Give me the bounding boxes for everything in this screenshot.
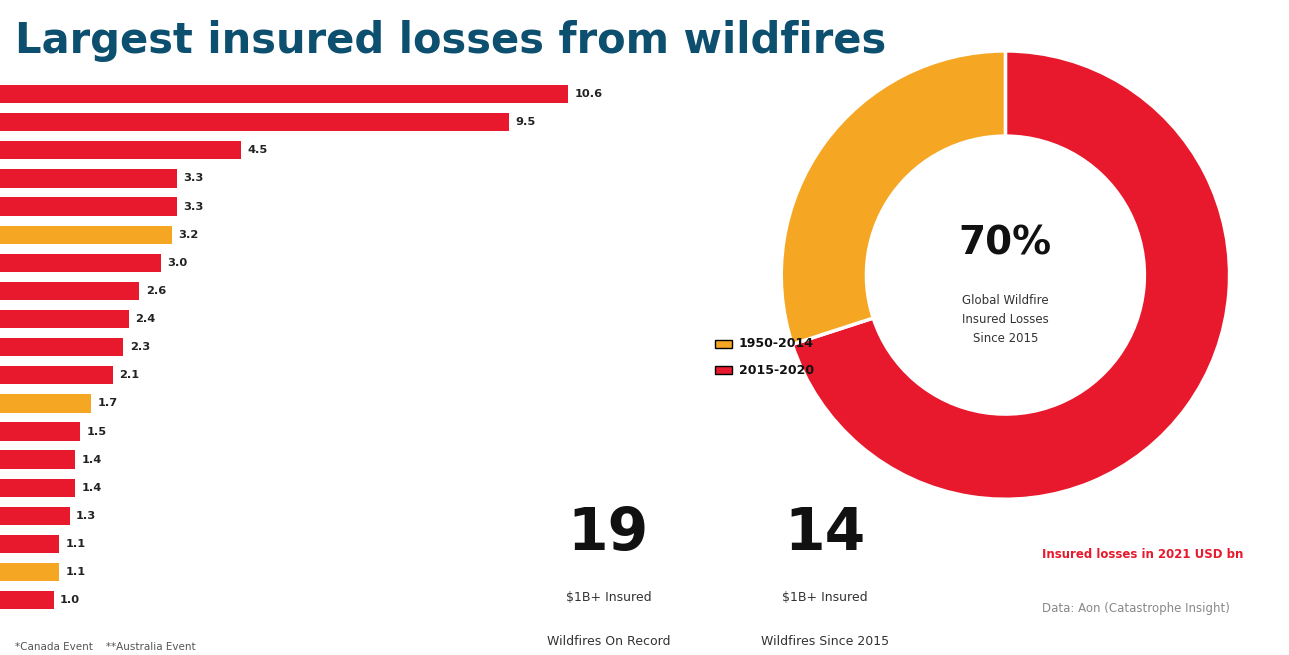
Text: 3.0: 3.0 [168, 258, 188, 268]
Bar [0, 591, 54, 609]
Text: Largest insured losses from wildfires: Largest insured losses from wildfires [15, 20, 887, 62]
Bar [0, 366, 112, 384]
Text: 14: 14 [784, 505, 866, 562]
Text: 19: 19 [567, 505, 650, 562]
Wedge shape [781, 51, 1005, 345]
Text: 2015-2020: 2015-2020 [739, 364, 813, 377]
Text: Data: Aon (Catastrophe Insight): Data: Aon (Catastrophe Insight) [1042, 601, 1230, 614]
Text: 4.5: 4.5 [247, 145, 268, 155]
Text: 1.4: 1.4 [81, 483, 102, 493]
Wedge shape [793, 51, 1230, 499]
Bar [0, 507, 70, 525]
Text: 1.5: 1.5 [86, 426, 107, 436]
Text: *Canada Event    **Australia Event: *Canada Event **Australia Event [15, 642, 196, 652]
Bar [0, 141, 241, 159]
Bar [0, 338, 124, 356]
Text: Global Wildfire
Insured Losses
Since 2015: Global Wildfire Insured Losses Since 201… [962, 295, 1049, 345]
Bar [0, 282, 139, 300]
Text: 1.7: 1.7 [98, 398, 117, 408]
Bar [0, 394, 92, 413]
Bar [0, 85, 568, 103]
Text: 3.3: 3.3 [183, 174, 204, 183]
Text: Wildfires On Record: Wildfires On Record [547, 635, 670, 648]
Text: 3.3: 3.3 [183, 202, 204, 212]
Bar [0, 479, 75, 497]
Text: 2.6: 2.6 [146, 286, 166, 296]
Text: 1.0: 1.0 [61, 595, 80, 605]
Text: 10.6: 10.6 [575, 89, 603, 99]
Bar [0, 169, 177, 187]
Bar [0, 451, 75, 469]
Text: 9.5: 9.5 [516, 117, 536, 127]
Bar [0, 422, 80, 441]
Text: 1.1: 1.1 [66, 567, 85, 577]
Text: 1.4: 1.4 [81, 455, 102, 464]
Text: 70%: 70% [959, 225, 1052, 263]
Text: 1950-2014: 1950-2014 [739, 337, 813, 350]
Bar [0, 197, 177, 215]
Bar [0, 310, 129, 328]
Text: $1B+ Insured: $1B+ Insured [782, 591, 867, 605]
Text: 1.3: 1.3 [76, 511, 97, 521]
Bar [0, 113, 509, 131]
Bar [0, 563, 59, 581]
Bar [0, 535, 59, 553]
Bar [0, 225, 171, 244]
Text: Wildfires Since 2015: Wildfires Since 2015 [761, 635, 889, 648]
Text: $1B+ Insured: $1B+ Insured [566, 591, 651, 605]
Bar [0, 253, 161, 272]
Text: 1.1: 1.1 [66, 539, 85, 549]
Text: 2.4: 2.4 [135, 314, 156, 324]
Text: 2.3: 2.3 [130, 342, 150, 352]
Text: 2.1: 2.1 [119, 370, 139, 381]
Text: 3.2: 3.2 [178, 230, 199, 240]
Text: Insured losses in 2021 USD bn: Insured losses in 2021 USD bn [1042, 548, 1243, 561]
